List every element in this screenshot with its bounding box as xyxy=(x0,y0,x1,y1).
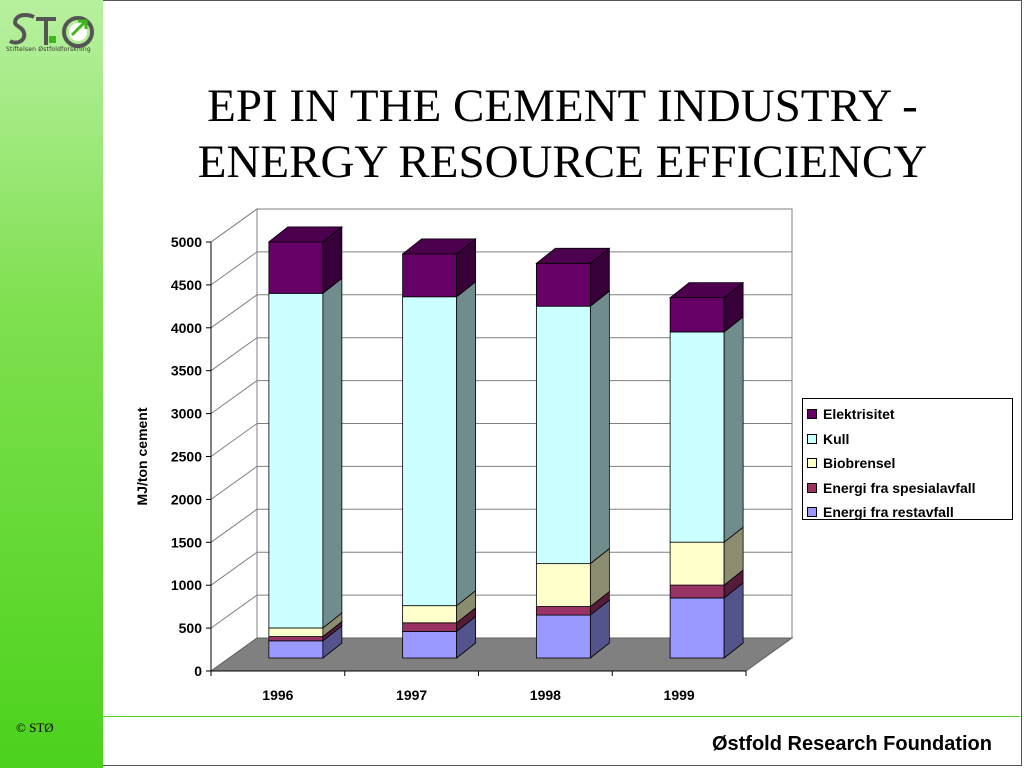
bar-1998-energi-fra-spesialavfall xyxy=(535,606,591,616)
bar-top-1999 xyxy=(668,282,745,299)
bar-side-1999-kull xyxy=(723,316,744,543)
x-tick-label-1999: 1999 xyxy=(664,687,695,703)
bar-side-1996-kull xyxy=(322,277,343,629)
y-axis-title: MJ/ton cement xyxy=(134,407,150,505)
bar-1997-kull xyxy=(402,296,458,607)
legend-item-kull: Kull xyxy=(807,427,1012,452)
bar-side-1998-kull xyxy=(589,290,610,565)
gridline-1000 xyxy=(210,551,792,586)
y-tick-label-4000: 4000 xyxy=(171,320,202,336)
gridline-3000 xyxy=(210,380,792,415)
y-tick-label-500: 500 xyxy=(179,620,203,636)
legend-label-biobrensel: Biobrensel xyxy=(823,455,896,472)
bar-top-1998 xyxy=(535,247,611,264)
legend-label-elektrisitet: Elektrisitet xyxy=(823,406,895,423)
y-tick-label-3500: 3500 xyxy=(171,363,202,379)
title-line-2: ENERGY RESOURCE EFFICIENCY xyxy=(197,136,928,188)
y-tick-label-2500: 2500 xyxy=(171,449,202,465)
y-tick-label-0: 0 xyxy=(194,663,202,679)
legend-item-energi-fra-spesialavfall: Energi fra spesialavfall xyxy=(807,476,1012,501)
legend-item-energi-fra-restavfall: Energi fra restavfall xyxy=(807,500,1012,525)
logo-subtitle: Stiftelsen Østfoldforskning xyxy=(6,46,91,53)
y-tick-label-4500: 4500 xyxy=(171,277,202,293)
bar-1996-biobrensel xyxy=(268,627,324,637)
footer-organization: Østfold Research Foundation xyxy=(711,733,992,755)
bar-1996-energi-fra-restavfall xyxy=(268,640,324,659)
bar-1999-kull xyxy=(669,331,725,543)
legend-swatch-elektrisitet xyxy=(807,409,817,420)
title-line-1: EPI IN THE CEMENT INDUSTRY - xyxy=(207,80,918,132)
x-tick-label-1998: 1998 xyxy=(530,687,561,703)
bar-1998-energi-fra-restavfall xyxy=(535,614,591,659)
gridline-3500 xyxy=(210,337,792,372)
bar-1999-energi-fra-spesialavfall xyxy=(669,584,725,599)
bar-1998-kull xyxy=(535,305,591,565)
sto-logo-icon xyxy=(8,13,94,48)
footer-divider xyxy=(103,716,1020,717)
bar-1997-elektrisitet xyxy=(402,253,458,298)
y-tick-label-3000: 3000 xyxy=(171,406,202,422)
legend-swatch-energi-fra-spesialavfall xyxy=(807,482,817,493)
bar-top-1997 xyxy=(401,238,477,255)
bar-1998-elektrisitet xyxy=(535,262,591,307)
legend-label-energi-fra-restavfall: Energi fra restavfall xyxy=(823,504,954,521)
bar-1996-energi-fra-spesialavfall xyxy=(268,636,324,642)
bar-1997-energi-fra-restavfall xyxy=(402,631,458,659)
legend-item-biobrensel: Biobrensel xyxy=(807,451,1012,476)
legend-label-energi-fra-spesialavfall: Energi fra spesialavfall xyxy=(823,479,976,496)
y-tick-label-5000: 5000 xyxy=(171,234,202,250)
sidebar: Stiftelsen Østfoldforskning © STØ xyxy=(0,0,103,768)
legend-swatch-energi-fra-restavfall xyxy=(807,507,817,518)
bar-1998-biobrensel xyxy=(535,563,591,607)
gridline-1500 xyxy=(210,508,792,543)
x-tick-label-1996: 1996 xyxy=(262,687,293,703)
bar-side-1997-kull xyxy=(456,280,477,607)
gridline-4500 xyxy=(210,251,792,286)
y-tick-label-1500: 1500 xyxy=(171,534,202,550)
bar-top-1996 xyxy=(267,226,344,243)
legend-item-elektrisitet: Elektrisitet xyxy=(807,402,1012,427)
gridline-4000 xyxy=(210,294,792,329)
bar-1999-energi-fra-restavfall xyxy=(669,597,725,659)
bar-1996-kull xyxy=(268,292,324,629)
gridline-5000 xyxy=(210,208,792,243)
y-tick-label-1000: 1000 xyxy=(171,577,202,593)
y-tick-label-2000: 2000 xyxy=(171,491,202,507)
slide-title: EPI IN THE CEMENT INDUSTRY - ENERGY RESO… xyxy=(110,78,1015,190)
gridline-2000 xyxy=(210,465,792,500)
gridline-500 xyxy=(210,594,792,629)
bar-1999-elektrisitet xyxy=(669,297,725,333)
bar-1996-elektrisitet xyxy=(268,241,324,294)
legend-label-kull: Kull xyxy=(823,430,850,447)
bar-1999-biobrensel xyxy=(669,541,725,586)
copyright: © STØ xyxy=(16,720,54,735)
legend-swatch-kull xyxy=(807,433,817,444)
x-tick-label-1997: 1997 xyxy=(396,687,427,703)
bar-1997-energi-fra-spesialavfall xyxy=(402,622,458,632)
bar-1997-biobrensel xyxy=(402,605,458,624)
chart-legend: Elektrisitet Kull Biobrensel Energi fra spe… xyxy=(802,398,1013,520)
gridline-2500 xyxy=(210,423,792,457)
legend-swatch-biobrensel xyxy=(807,458,817,469)
